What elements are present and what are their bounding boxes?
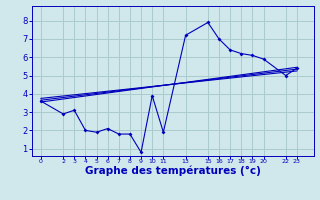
X-axis label: Graphe des températures (°c): Graphe des températures (°c): [85, 166, 261, 176]
